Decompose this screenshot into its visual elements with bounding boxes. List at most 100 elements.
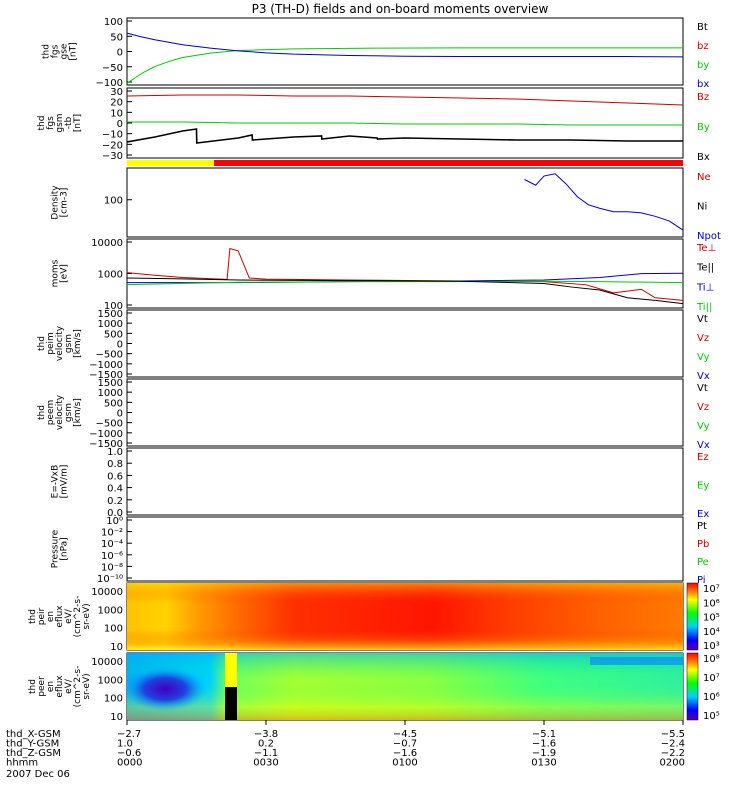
y-axis-label: velocity bbox=[55, 325, 65, 361]
x-tick-value: −1.9 bbox=[532, 748, 556, 759]
y-tick-label: 20 bbox=[110, 98, 123, 109]
legend-entry: Pi bbox=[697, 575, 706, 586]
electron-spectrogram bbox=[123, 653, 683, 720]
y-tick-label: −100 bbox=[96, 78, 123, 89]
legend-entry: Vx bbox=[697, 371, 710, 382]
y-tick-label: 10⁻⁴ bbox=[101, 539, 123, 550]
x-tick-value: 0.2 bbox=[258, 739, 274, 750]
y-axis-label: fgs bbox=[51, 44, 61, 58]
y-tick-label: 100 bbox=[104, 17, 123, 28]
y-axis-label: velocity bbox=[55, 394, 65, 430]
legend-entry: bz bbox=[697, 41, 709, 52]
y-axis-label: eflux bbox=[55, 675, 65, 698]
y-axis-label: [km/s] bbox=[73, 329, 83, 358]
y-tick-label: 10 bbox=[110, 712, 123, 723]
legend-entry: Vt bbox=[697, 314, 708, 325]
x-tick-value: −0.6 bbox=[117, 748, 141, 759]
y-axis-label: thd bbox=[28, 609, 38, 624]
y-tick-label: 100 bbox=[104, 624, 123, 635]
y-tick-label: 10000 bbox=[91, 587, 123, 598]
x-tick-value: 0130 bbox=[531, 758, 556, 769]
y-tick-label: 100 bbox=[104, 694, 123, 705]
legend-entry: Ne bbox=[697, 172, 711, 183]
legend-entry: Ni bbox=[697, 202, 707, 213]
legend-entry: by bbox=[697, 60, 709, 71]
colorbar-tick-label: 10³ bbox=[703, 641, 720, 652]
y-axis-label: thd bbox=[37, 405, 47, 420]
status-bar-red bbox=[214, 160, 683, 166]
legend-entry: Ti|| bbox=[696, 302, 712, 313]
y-tick-label: 1000 bbox=[98, 319, 123, 330]
x-tick-value: 0030 bbox=[253, 758, 278, 769]
y-axis-label: sr-eV) bbox=[82, 673, 92, 699]
y-tick-label: 1500 bbox=[98, 378, 123, 389]
y-tick-label: 10 bbox=[110, 108, 123, 119]
legend-entry: Ez bbox=[697, 452, 709, 463]
legend-entry: Vt bbox=[697, 383, 708, 394]
y-tick-label: −10 bbox=[102, 130, 123, 141]
y-axis-label: (cm^2-s- bbox=[73, 666, 83, 708]
y-tick-label: 10⁻⁶ bbox=[101, 551, 123, 562]
y-tick-label: −500 bbox=[96, 419, 123, 430]
y-tick-label: 0.8 bbox=[107, 459, 123, 470]
x-tick-value: −5.1 bbox=[532, 729, 556, 740]
y-tick-label: 50 bbox=[110, 32, 123, 43]
x-tick-value: −1.1 bbox=[254, 748, 278, 759]
legend-entry: Ex bbox=[697, 509, 709, 520]
series-line bbox=[126, 32, 684, 58]
x-axis-row-label: thd_Y-GSM bbox=[6, 739, 59, 750]
y-axis-label: [nPa] bbox=[60, 537, 70, 560]
y-tick-label: −1000 bbox=[89, 429, 123, 440]
y-tick-label: 100 bbox=[104, 301, 123, 312]
y-tick-label: 0 bbox=[117, 340, 123, 351]
y-axis-label: [km/s] bbox=[73, 398, 83, 427]
y-tick-label: 1.0 bbox=[107, 447, 123, 458]
legend-entry: Bx bbox=[697, 152, 710, 163]
x-tick-value: −3.8 bbox=[254, 729, 278, 740]
x-tick-value: −2.4 bbox=[661, 739, 685, 750]
y-tick-label: 10⁻² bbox=[101, 528, 123, 539]
y-tick-label: 1000 bbox=[98, 388, 123, 399]
x-tick-value: −4.5 bbox=[393, 729, 417, 740]
panel-frame bbox=[126, 167, 684, 238]
x-axis-row-label: thd_Z-GSM bbox=[6, 748, 61, 759]
y-tick-label: 0 bbox=[117, 409, 123, 420]
colorbar-tick-label: 10⁵ bbox=[703, 711, 720, 722]
legend-entry: bx bbox=[697, 79, 709, 90]
legend-entry: Vx bbox=[697, 440, 710, 451]
colorbar-electron bbox=[686, 652, 699, 721]
y-axis-label: peer bbox=[37, 676, 47, 697]
y-tick-label: 500 bbox=[104, 329, 123, 340]
panel-frame bbox=[126, 238, 684, 309]
legend-entry: Te|| bbox=[696, 263, 714, 274]
y-axis-label: moms bbox=[51, 259, 61, 287]
y-axis-label: en bbox=[46, 681, 56, 692]
figure-title: P3 (TH-D) fields and on-board moments ov… bbox=[252, 2, 549, 16]
legend-entry: By bbox=[697, 122, 710, 133]
y-tick-label: 0 bbox=[117, 119, 123, 130]
y-axis-label: Density bbox=[51, 185, 61, 220]
y-tick-label: 1000 bbox=[98, 270, 123, 281]
y-axis-label: gse bbox=[60, 43, 70, 59]
x-tick-value: −5.5 bbox=[661, 729, 685, 740]
y-tick-label: −500 bbox=[96, 350, 123, 361]
y-tick-label: 0.2 bbox=[107, 496, 123, 507]
colorbar-tick-label: 10⁴ bbox=[703, 627, 720, 638]
legend-entry: Bt bbox=[697, 22, 708, 33]
panel-frame bbox=[126, 447, 684, 516]
y-axis-label: gsm bbox=[55, 113, 65, 132]
x-tick-value: 1.0 bbox=[117, 739, 133, 750]
y-axis-label: [nT] bbox=[69, 42, 79, 60]
y-tick-label: 0.6 bbox=[107, 471, 123, 482]
y-tick-label: 0.4 bbox=[107, 484, 123, 495]
y-axis-label: peim bbox=[46, 332, 56, 355]
y-axis-label: [cm-3] bbox=[60, 188, 70, 218]
legend-entry: Pb bbox=[697, 539, 709, 550]
legend-entry: Bz bbox=[697, 92, 709, 103]
series-line bbox=[126, 128, 683, 144]
ion-spectrogram bbox=[127, 583, 683, 650]
x-axis-row-label: thd_X-GSM bbox=[6, 729, 61, 740]
series-line bbox=[126, 94, 684, 106]
